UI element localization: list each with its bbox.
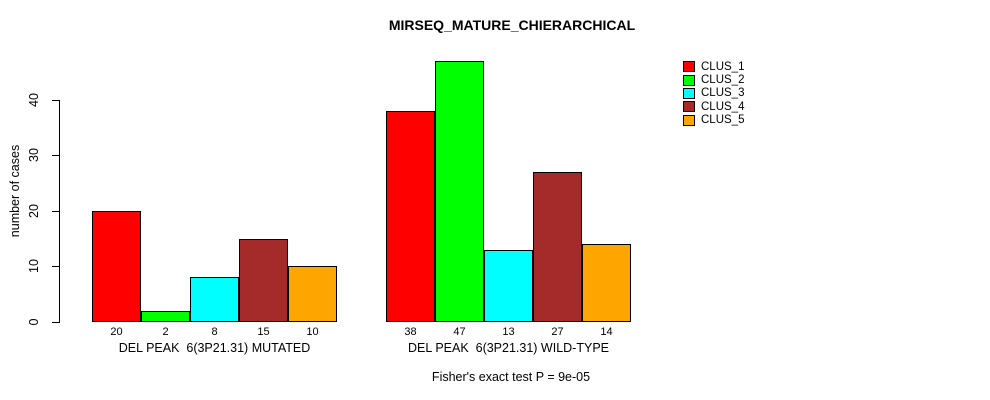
- y-axis-label: number of cases: [8, 144, 22, 238]
- chart-title: MIRSEQ_MATURE_CHIERARCHICAL: [388, 17, 636, 33]
- bar: [141, 311, 190, 322]
- legend-label: CLUS_4: [701, 100, 745, 113]
- y-tick-label: 10: [27, 259, 41, 274]
- bar-value-label: 38: [404, 326, 417, 338]
- bar-value-label: 20: [110, 326, 123, 338]
- footnote: Fisher's exact test P = 9e-05: [431, 370, 591, 384]
- bar-value-label: 8: [211, 326, 218, 338]
- legend-item: CLUS_2: [683, 73, 744, 86]
- bar-value-label: 47: [453, 326, 466, 338]
- group-label: DEL PEAK 6(3P21.31) WILD-TYPE: [407, 341, 610, 355]
- y-tick-label: 40: [27, 92, 41, 107]
- legend-swatch: [683, 114, 695, 126]
- y-axis-tick: [52, 99, 59, 101]
- y-axis-tick: [52, 210, 59, 212]
- legend-item: CLUS_1: [683, 60, 744, 73]
- legend-label: CLUS_2: [701, 74, 745, 87]
- bar: [386, 111, 435, 322]
- legend-label: CLUS_1: [701, 60, 745, 73]
- y-axis-line: [59, 99, 60, 323]
- legend: CLUS_1 CLUS_2 CLUS_3 CLUS_4 CLUS_5: [683, 60, 744, 127]
- bar: [239, 239, 288, 322]
- bar-value-label: 27: [551, 326, 564, 338]
- y-axis-tick: [52, 322, 59, 323]
- legend-label: CLUS_5: [701, 114, 745, 127]
- group-label: DEL PEAK 6(3P21.31) MUTATED: [118, 341, 311, 355]
- y-tick-label: 30: [27, 148, 41, 163]
- legend-label: CLUS_3: [701, 87, 745, 100]
- y-tick-label: 20: [27, 203, 41, 218]
- y-axis-tick: [52, 155, 59, 157]
- legend-swatch: [683, 61, 695, 73]
- bar-value-label: 13: [502, 326, 515, 338]
- legend-item: CLUS_4: [683, 100, 744, 113]
- bar: [582, 244, 631, 322]
- legend-item: CLUS_3: [683, 87, 744, 100]
- bar: [288, 266, 337, 322]
- bar: [435, 61, 484, 322]
- bar: [533, 172, 582, 322]
- y-tick-label: 0: [27, 318, 41, 326]
- bar-value-label: 14: [600, 326, 613, 338]
- bar: [92, 211, 141, 322]
- bar-value-label: 10: [306, 326, 319, 338]
- bar-value-label: 2: [162, 326, 169, 338]
- bar-value-label: 15: [257, 326, 270, 338]
- bar: [484, 250, 533, 322]
- legend-swatch: [683, 101, 695, 113]
- legend-swatch: [683, 74, 695, 86]
- legend-item: CLUS_5: [683, 114, 744, 127]
- y-axis-tick: [52, 266, 59, 268]
- legend-swatch: [683, 87, 695, 99]
- bar: [190, 277, 239, 322]
